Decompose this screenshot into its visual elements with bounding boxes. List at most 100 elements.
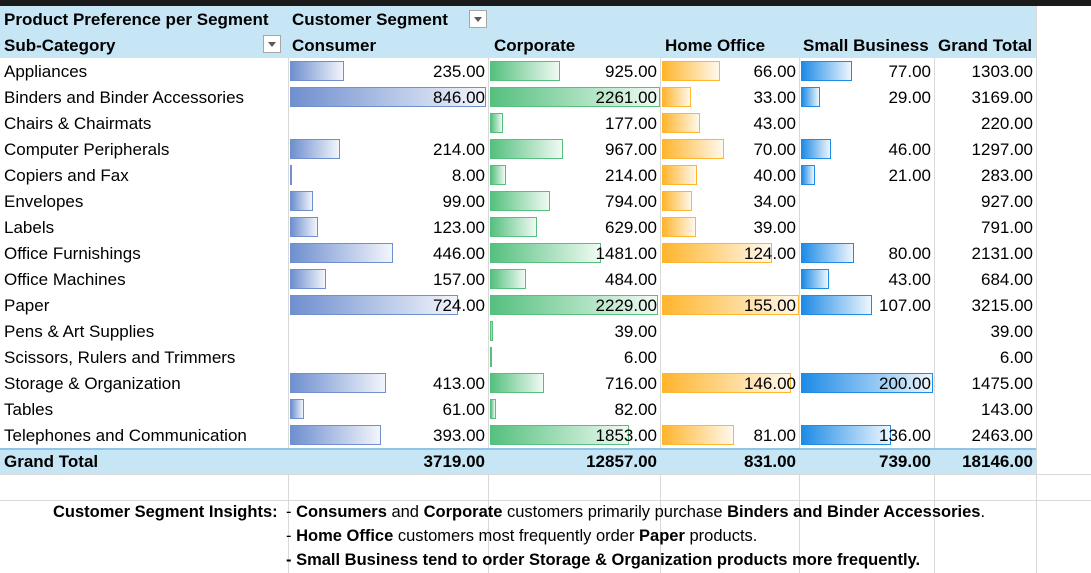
data-bar-corporate <box>490 373 544 393</box>
cell-home-office: 81.00 <box>753 426 796 445</box>
cell-corporate: 39.00 <box>614 322 657 341</box>
row-label: Pens & Art Supplies <box>4 322 155 341</box>
insight-line-1: - Consumers and Corporate customers prim… <box>286 503 985 522</box>
cell-small-business <box>799 215 934 241</box>
data-bar-corporate <box>490 113 503 133</box>
grand-total-row <box>0 448 1036 474</box>
cell-corporate: 6.00 <box>623 348 657 367</box>
data-bar-corporate <box>490 321 493 341</box>
cell-corporate: 1481.00 <box>595 244 657 263</box>
data-bar-consumer <box>290 269 326 289</box>
data-bar-small-business <box>801 295 872 315</box>
cell-consumer <box>288 111 488 137</box>
cell-small-business <box>799 111 934 137</box>
cell-corporate: 214.00 <box>605 166 657 185</box>
grand-total-consumer: 3719.00 <box>423 452 485 471</box>
insight-text-run: customers most frequently order <box>393 527 640 545</box>
cell-corporate: 2229.00 <box>595 296 657 315</box>
cell-corporate: 82.00 <box>614 400 657 419</box>
insight-text-run: - <box>286 503 297 521</box>
data-bar-corporate <box>490 243 601 263</box>
cell-consumer: 8.00 <box>451 166 485 185</box>
data-bar-corporate <box>490 61 560 81</box>
data-bar-small-business <box>801 61 852 81</box>
cell-small-business: 29.00 <box>888 88 931 107</box>
data-bar-corporate <box>490 87 660 107</box>
grid-column-line <box>660 6 661 573</box>
column-filter-dropdown-icon[interactable] <box>469 10 487 28</box>
data-bar-small-business <box>801 165 815 185</box>
insight-text-run: products. <box>684 527 758 545</box>
cell-consumer <box>288 345 488 371</box>
data-bar-corporate <box>490 295 658 315</box>
cell-home-office: 124.00 <box>744 244 796 263</box>
row-label: Copiers and Fax <box>4 166 129 185</box>
insight-text-run: Corporate <box>423 503 503 521</box>
cell-corporate: 1853.00 <box>595 426 657 445</box>
data-bar-corporate <box>490 269 526 289</box>
cell-corporate: 716.00 <box>605 374 657 393</box>
row-label: Binders and Binder Accessories <box>4 88 245 107</box>
row-label: Chairs & Chairmats <box>4 114 152 133</box>
data-bar-small-business <box>801 87 820 107</box>
cell-grand-total: 3215.00 <box>971 296 1033 315</box>
cell-consumer: 157.00 <box>433 270 485 289</box>
cell-grand-total: 1303.00 <box>971 62 1033 81</box>
insight-text-run: - <box>286 527 297 545</box>
row-label: Telephones and Communication <box>4 426 247 445</box>
cell-small-business: 46.00 <box>888 140 931 159</box>
data-bar-small-business <box>801 139 831 159</box>
cell-grand-total: 684.00 <box>981 270 1033 289</box>
cell-home-office: 40.00 <box>753 166 796 185</box>
data-bar-small-business <box>801 425 891 445</box>
data-bar-corporate <box>490 347 492 367</box>
row-label: Labels <box>4 218 55 237</box>
cell-small-business: 77.00 <box>888 62 931 81</box>
column-field-label: Customer Segment <box>292 10 448 29</box>
row-field-label: Sub-Category <box>4 36 116 55</box>
cell-consumer: 446.00 <box>433 244 485 263</box>
pivot-title: Product Preference per Segment <box>4 10 269 29</box>
cell-corporate: 2261.00 <box>595 88 657 107</box>
grid-row-line <box>0 500 1091 501</box>
cell-grand-total: 283.00 <box>981 166 1033 185</box>
cell-home-office: 146.00 <box>744 374 796 393</box>
cell-consumer: 846.00 <box>433 88 485 107</box>
cell-home-office <box>660 267 799 293</box>
data-bar-consumer <box>290 139 340 159</box>
data-bar-small-business <box>801 269 829 289</box>
data-bar-consumer <box>290 243 393 263</box>
insight-text-run: Consumers <box>296 503 387 521</box>
grid-column-line <box>488 6 489 573</box>
grid-column-line <box>288 6 289 573</box>
col-header-small-business: Small Business <box>803 36 929 55</box>
cell-corporate: 177.00 <box>605 114 657 133</box>
row-label: Storage & Organization <box>4 374 181 393</box>
cell-small-business: 21.00 <box>888 166 931 185</box>
data-bar-consumer <box>290 165 292 185</box>
insight-text-run: - Small Business tend to order Storage &… <box>286 551 921 569</box>
cell-small-business <box>799 319 934 345</box>
cell-home-office: 34.00 <box>753 192 796 211</box>
insight-line-2: - Home Office customers most frequently … <box>286 527 757 546</box>
data-bar-corporate <box>490 191 550 211</box>
cell-home-office: 43.00 <box>753 114 796 133</box>
cell-grand-total: 927.00 <box>981 192 1033 211</box>
data-bar-home-office <box>662 191 692 211</box>
data-bar-home-office <box>662 425 734 445</box>
data-bar-home-office <box>662 139 724 159</box>
cell-grand-total: 1297.00 <box>971 140 1033 159</box>
row-filter-dropdown-icon[interactable] <box>263 35 281 53</box>
data-bar-consumer <box>290 61 344 81</box>
data-bar-consumer <box>290 425 381 445</box>
cell-home-office <box>660 345 799 371</box>
cell-corporate: 629.00 <box>605 218 657 237</box>
cell-corporate: 794.00 <box>605 192 657 211</box>
data-bar-corporate <box>490 165 506 185</box>
data-bar-consumer <box>290 217 318 237</box>
row-label: Office Machines <box>4 270 126 289</box>
cell-small-business: 200.00 <box>879 374 931 393</box>
cell-corporate: 925.00 <box>605 62 657 81</box>
grand-total-home-office: 831.00 <box>744 452 796 471</box>
data-bar-corporate <box>490 139 563 159</box>
